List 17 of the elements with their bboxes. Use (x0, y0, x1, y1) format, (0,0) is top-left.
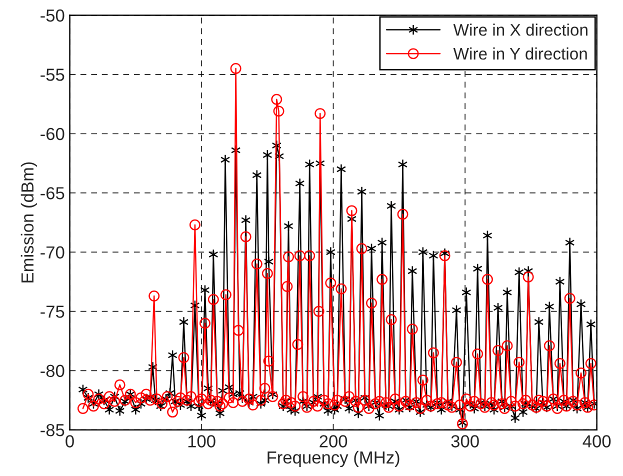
y-tick-label: -65 (40, 187, 64, 200)
x-tick-label: 400 (582, 435, 611, 448)
x-tick-label: 0 (66, 435, 74, 448)
y-axis-title: Emission (dBm) (20, 162, 38, 282)
y-tick-label: -50 (40, 9, 64, 22)
x-tick-label: 300 (451, 435, 479, 448)
legend-label: Wire in Y direction (453, 47, 587, 60)
x-tick-label: 200 (320, 435, 348, 448)
y-tick-label: -80 (40, 364, 64, 378)
x-tick-label: 100 (188, 435, 216, 448)
x-axis-title: Frequency (MHz) (268, 450, 400, 468)
y-tick-label: -55 (40, 68, 64, 81)
y-tick-label: -60 (40, 128, 64, 140)
y-tick-label: -70 (40, 246, 64, 259)
y-tick-label: -75 (40, 306, 64, 318)
legend-label: Wire in X direction (453, 24, 588, 36)
y-tick-label: -85 (40, 424, 64, 436)
